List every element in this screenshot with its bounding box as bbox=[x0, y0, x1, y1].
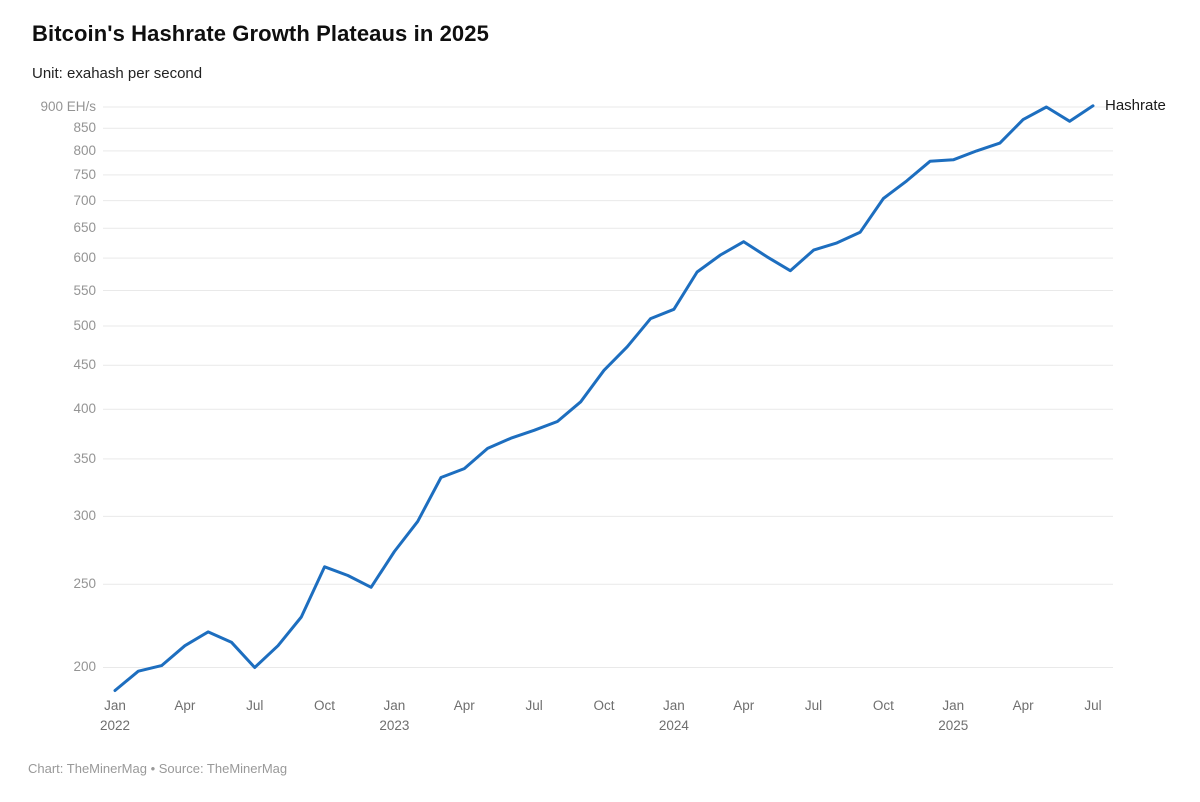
x-tick-label: Oct bbox=[872, 698, 894, 713]
x-tick-label: Oct bbox=[593, 698, 615, 713]
y-tick-label: 650 bbox=[73, 220, 96, 236]
x-tick-label: Jul bbox=[1084, 698, 1102, 713]
chart-title: Bitcoin's Hashrate Growth Plateaus in 20… bbox=[32, 21, 489, 46]
x-tick-label: Jul bbox=[804, 698, 823, 713]
y-tick-label: 800 bbox=[73, 142, 96, 158]
y-tick-label: 450 bbox=[73, 357, 96, 373]
y-tick-label: 700 bbox=[73, 192, 96, 208]
x-tick-label: Oct bbox=[314, 698, 336, 713]
y-tick-label: 200 bbox=[73, 659, 96, 675]
x-tick-label: Apr bbox=[453, 698, 475, 713]
y-tick-label: 300 bbox=[73, 508, 96, 524]
y-tick-label: 850 bbox=[73, 120, 96, 136]
x-tick-label: Jul bbox=[525, 698, 543, 713]
attribution: Chart: TheMinerMag • Source: TheMinerMag bbox=[28, 761, 288, 776]
y-tick-label: 600 bbox=[73, 250, 96, 266]
x-tick-label: Jan bbox=[662, 698, 685, 713]
y-tick-label: 400 bbox=[73, 401, 96, 417]
x-tick-year-label: 2022 bbox=[99, 718, 131, 733]
x-tick-year-label: 2025 bbox=[938, 718, 969, 733]
y-tick-label: 900 EH/s bbox=[40, 99, 96, 114]
x-tick-label: Apr bbox=[174, 698, 196, 713]
x-tick-label: Apr bbox=[733, 698, 755, 713]
y-tick-label: 500 bbox=[73, 318, 96, 334]
x-tick-label: Apr bbox=[1012, 698, 1034, 713]
y-tick-label: 250 bbox=[73, 576, 96, 592]
y-tick-label: 750 bbox=[73, 166, 96, 182]
x-tick-label: Jan bbox=[942, 698, 965, 713]
series-label: Hashrate bbox=[1105, 96, 1166, 114]
x-tick-label: Jul bbox=[246, 698, 264, 713]
y-tick-label: 550 bbox=[73, 282, 96, 298]
x-tick-year-label: 2024 bbox=[658, 718, 689, 733]
hashrate-line bbox=[113, 104, 1095, 692]
chart-subtitle: Unit: exahash per second bbox=[32, 65, 203, 82]
x-tick-label: Jan bbox=[383, 698, 406, 713]
x-tick-label: Jan bbox=[104, 698, 126, 713]
y-tick-label: 350 bbox=[73, 450, 96, 466]
x-tick-year-label: 2023 bbox=[379, 718, 410, 733]
